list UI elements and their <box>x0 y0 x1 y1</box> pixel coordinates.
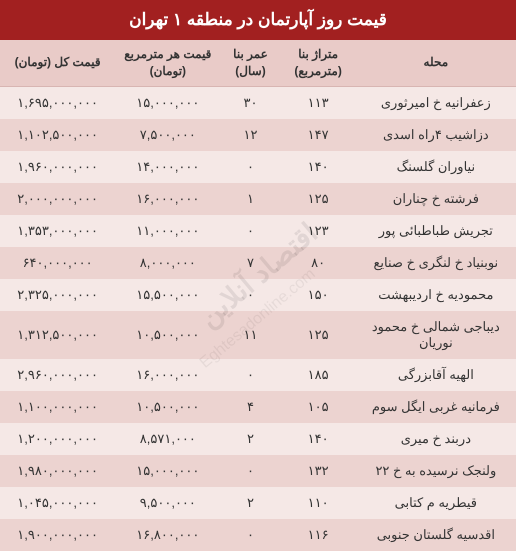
table-cell: ۲ <box>220 487 280 519</box>
table-cell: ۱۴۰ <box>281 423 356 455</box>
table-cell: دیباجی شمالی خ محمود نوریان <box>356 311 516 359</box>
table-cell: ۲,۹۶۰,۰۰۰,۰۰۰ <box>0 359 115 391</box>
table-cell: ۱۴۰ <box>281 151 356 183</box>
table-row: زعفرانیه خ امیرثوری۱۱۳۳۰۱۵,۰۰۰,۰۰۰۱,۶۹۵,… <box>0 86 516 119</box>
table-cell: ۱۵,۵۰۰,۰۰۰ <box>115 279 220 311</box>
table-cell: ۶۴۰,۰۰۰,۰۰۰ <box>0 247 115 279</box>
table-cell: ۱۸۵ <box>281 359 356 391</box>
table-cell: ۱۴۷ <box>281 119 356 151</box>
table-cell: قیطریه م کتابی <box>356 487 516 519</box>
table-cell: ۱,۹۶۰,۰۰۰,۰۰۰ <box>0 151 115 183</box>
table-cell: ۲,۰۰۰,۰۰۰,۰۰۰ <box>0 183 115 215</box>
table-cell: ولنجک نرسیده به خ ۲۲ <box>356 455 516 487</box>
table-cell: ۷ <box>220 247 280 279</box>
table-cell: ۱۰۵ <box>281 391 356 423</box>
table-row: نوبنیاد خ لنگری خ صنایع۸۰۷۸,۰۰۰,۰۰۰۶۴۰,۰… <box>0 247 516 279</box>
col-neighborhood: محله <box>356 40 516 86</box>
table-row: دیباجی شمالی خ محمود نوریان۱۲۵۱۱۱۰,۵۰۰,۰… <box>0 311 516 359</box>
table-cell: فرشته خ چناران <box>356 183 516 215</box>
table-cell: ۲ <box>220 423 280 455</box>
table-cell: ۳۰ <box>220 86 280 119</box>
table-row: نیاوران گلسنگ۱۴۰۰۱۴,۰۰۰,۰۰۰۱,۹۶۰,۰۰۰,۰۰۰ <box>0 151 516 183</box>
table-cell: ۱۶,۰۰۰,۰۰۰ <box>115 359 220 391</box>
table-cell: ۸۰ <box>281 247 356 279</box>
table-cell: ۱,۱۰۰,۰۰۰,۰۰۰ <box>0 391 115 423</box>
table-cell: ۱۵,۰۰۰,۰۰۰ <box>115 455 220 487</box>
table-row: قیطریه م کتابی۱۱۰۲۹,۵۰۰,۰۰۰۱,۰۴۵,۰۰۰,۰۰۰ <box>0 487 516 519</box>
table-cell: ۱,۶۹۵,۰۰۰,۰۰۰ <box>0 86 115 119</box>
table-cell: ۰ <box>220 215 280 247</box>
table-cell: ۱۰,۵۰۰,۰۰۰ <box>115 391 220 423</box>
table-cell: ۷,۵۰۰,۰۰۰ <box>115 119 220 151</box>
table-cell: ۱,۲۰۰,۰۰۰,۰۰۰ <box>0 423 115 455</box>
table-row: دزاشیب ۴راه اسدی۱۴۷۱۲۷,۵۰۰,۰۰۰۱,۱۰۲,۵۰۰,… <box>0 119 516 151</box>
table-cell: ۰ <box>220 519 280 551</box>
table-cell: ۱۲۵ <box>281 311 356 359</box>
table-cell: ۸,۵۷۱,۰۰۰ <box>115 423 220 455</box>
table-row: محمودیه خ اردیبهشت۱۵۰۰۱۵,۵۰۰,۰۰۰۲,۳۲۵,۰۰… <box>0 279 516 311</box>
table-cell: ۸,۰۰۰,۰۰۰ <box>115 247 220 279</box>
table-row: فرشته خ چناران۱۲۵۱۱۶,۰۰۰,۰۰۰۲,۰۰۰,۰۰۰,۰۰… <box>0 183 516 215</box>
table-cell: ۴ <box>220 391 280 423</box>
table-cell: اقدسیه گلستان جنوبی <box>356 519 516 551</box>
table-cell: ۱,۱۰۲,۵۰۰,۰۰۰ <box>0 119 115 151</box>
table-cell: ۱,۰۴۵,۰۰۰,۰۰۰ <box>0 487 115 519</box>
table-cell: دزاشیب ۴راه اسدی <box>356 119 516 151</box>
table-row: الهیه آقابزرگی۱۸۵۰۱۶,۰۰۰,۰۰۰۲,۹۶۰,۰۰۰,۰۰… <box>0 359 516 391</box>
table-cell: ۱,۹۸۰,۰۰۰,۰۰۰ <box>0 455 115 487</box>
col-area: متراژ بنا (مترمربع) <box>281 40 356 86</box>
table-cell: ۱۲۵ <box>281 183 356 215</box>
table-cell: ۱۵۰ <box>281 279 356 311</box>
table-cell: ۱۳۲ <box>281 455 356 487</box>
table-cell: تجریش طباطبائی پور <box>356 215 516 247</box>
table-cell: ۱,۳۱۲,۵۰۰,۰۰۰ <box>0 311 115 359</box>
header-row: محله متراژ بنا (مترمربع) عمر بنا (سال) ق… <box>0 40 516 86</box>
table-row: ولنجک نرسیده به خ ۲۲۱۳۲۰۱۵,۰۰۰,۰۰۰۱,۹۸۰,… <box>0 455 516 487</box>
table-cell: ۱۰,۵۰۰,۰۰۰ <box>115 311 220 359</box>
table-cell: نیاوران گلسنگ <box>356 151 516 183</box>
table-cell: ۱,۳۵۳,۰۰۰,۰۰۰ <box>0 215 115 247</box>
table-cell: نوبنیاد خ لنگری خ صنایع <box>356 247 516 279</box>
table-cell: ۱۱۰ <box>281 487 356 519</box>
table-cell: ۰ <box>220 455 280 487</box>
table-cell: دربند خ میری <box>356 423 516 455</box>
table-cell: ۱۴,۰۰۰,۰۰۰ <box>115 151 220 183</box>
price-table: محله متراژ بنا (مترمربع) عمر بنا (سال) ق… <box>0 40 516 551</box>
table-cell: ۱۱ <box>220 311 280 359</box>
table-row: دربند خ میری۱۴۰۲۸,۵۷۱,۰۰۰۱,۲۰۰,۰۰۰,۰۰۰ <box>0 423 516 455</box>
table-container: قیمت روز آپارتمان در منطقه ۱ تهران محله … <box>0 0 516 551</box>
table-cell: زعفرانیه خ امیرثوری <box>356 86 516 119</box>
table-cell: ۰ <box>220 359 280 391</box>
table-cell: الهیه آقابزرگی <box>356 359 516 391</box>
table-cell: ۱,۹۰۰,۰۰۰,۰۰۰ <box>0 519 115 551</box>
table-cell: ۱۵,۰۰۰,۰۰۰ <box>115 86 220 119</box>
table-cell: ۰ <box>220 279 280 311</box>
table-cell: ۱۶,۰۰۰,۰۰۰ <box>115 183 220 215</box>
table-cell: ۲,۳۲۵,۰۰۰,۰۰۰ <box>0 279 115 311</box>
col-total-price: قیمت کل (تومان) <box>0 40 115 86</box>
table-cell: ۱۱,۰۰۰,۰۰۰ <box>115 215 220 247</box>
table-cell: ۱۱۶ <box>281 519 356 551</box>
table-cell: محمودیه خ اردیبهشت <box>356 279 516 311</box>
table-cell: ۱۱۳ <box>281 86 356 119</box>
table-cell: ۱ <box>220 183 280 215</box>
table-cell: ۱۶,۸۰۰,۰۰۰ <box>115 519 220 551</box>
table-row: فرمانیه غربی ایگل سوم۱۰۵۴۱۰,۵۰۰,۰۰۰۱,۱۰۰… <box>0 391 516 423</box>
table-cell: ۱۲ <box>220 119 280 151</box>
col-price-per-meter: قیمت هر مترمربع (تومان) <box>115 40 220 86</box>
table-cell: ۰ <box>220 151 280 183</box>
table-title: قیمت روز آپارتمان در منطقه ۱ تهران <box>0 0 516 40</box>
col-age: عمر بنا (سال) <box>220 40 280 86</box>
table-row: تجریش طباطبائی پور۱۲۳۰۱۱,۰۰۰,۰۰۰۱,۳۵۳,۰۰… <box>0 215 516 247</box>
table-cell: ۹,۵۰۰,۰۰۰ <box>115 487 220 519</box>
table-cell: ۱۲۳ <box>281 215 356 247</box>
table-row: اقدسیه گلستان جنوبی۱۱۶۰۱۶,۸۰۰,۰۰۰۱,۹۰۰,۰… <box>0 519 516 551</box>
table-cell: فرمانیه غربی ایگل سوم <box>356 391 516 423</box>
